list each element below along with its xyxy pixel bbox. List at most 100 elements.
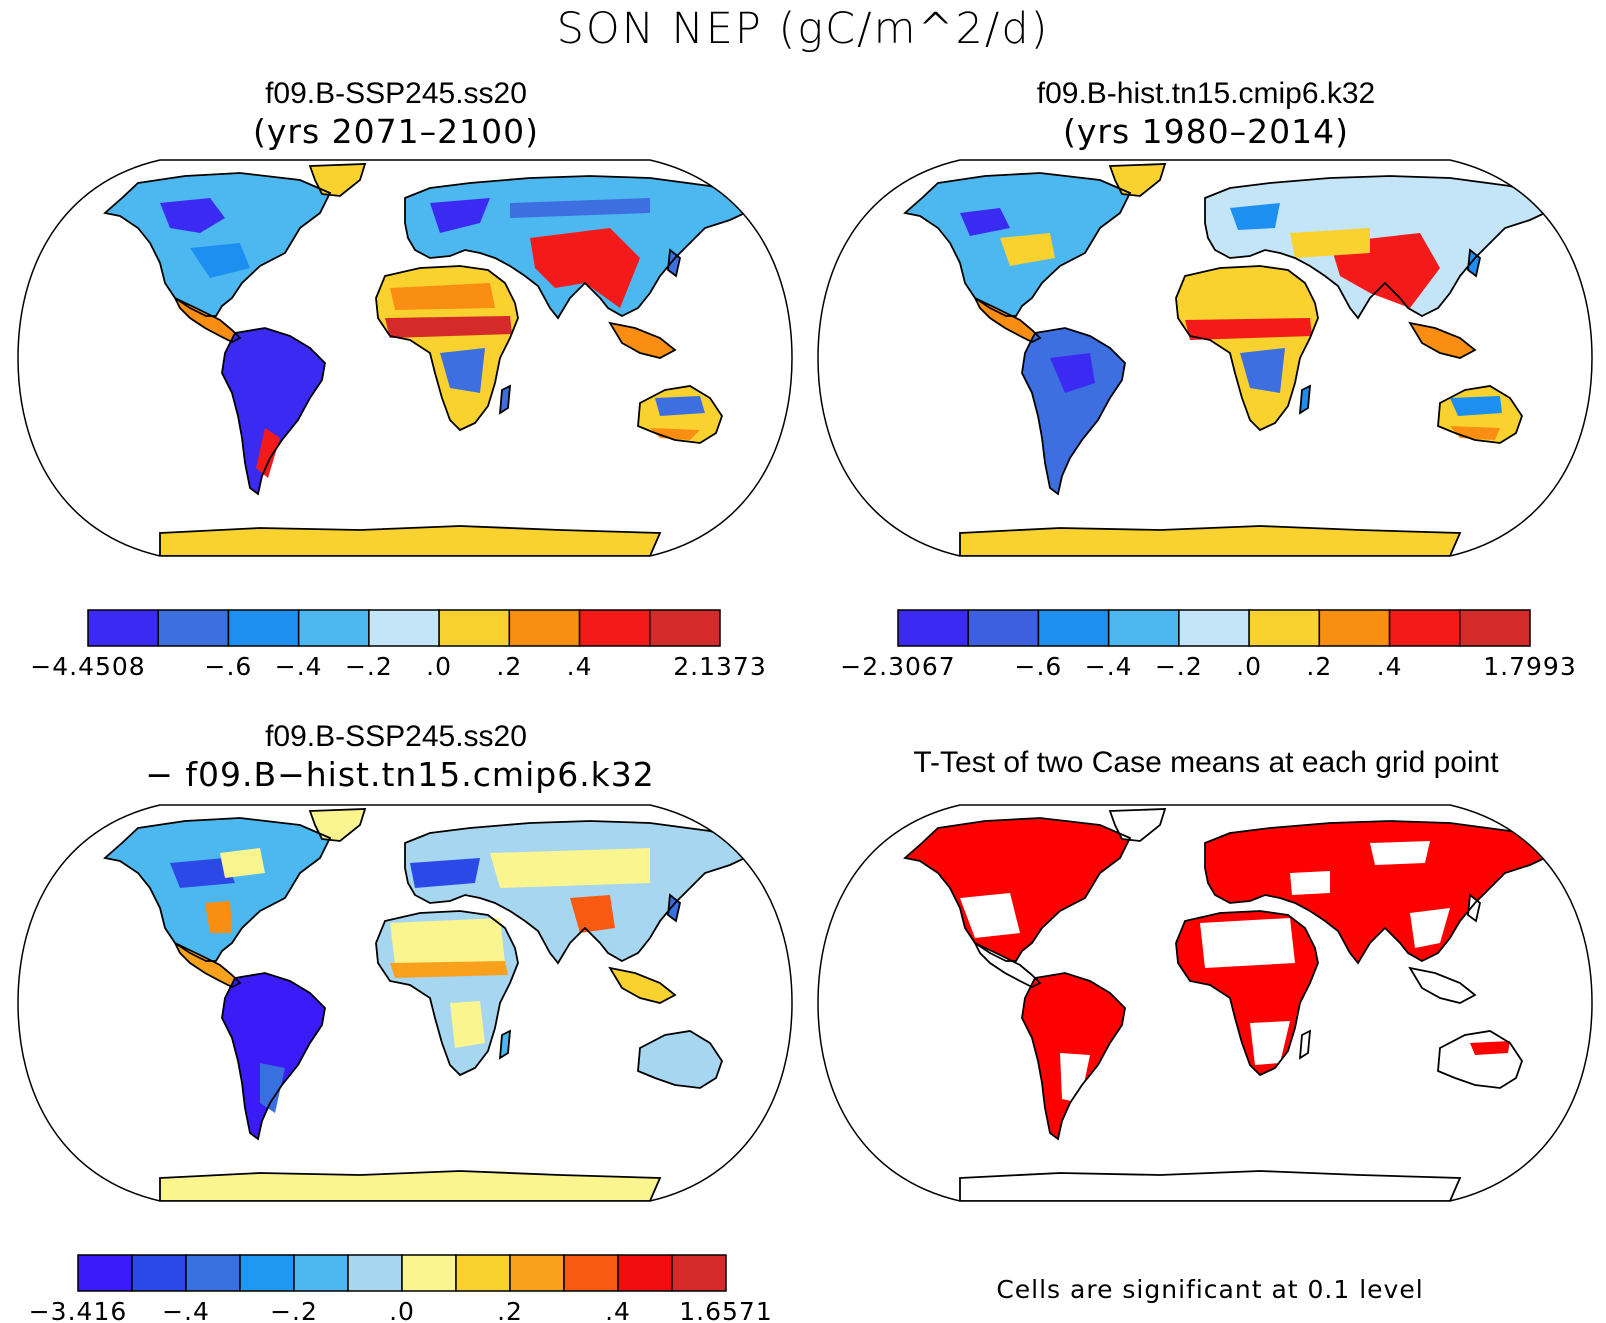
colorbar-box xyxy=(1388,609,1461,647)
coastline-europe_asia xyxy=(1204,175,1552,320)
coastline-antarctica xyxy=(159,1170,662,1201)
field-region xyxy=(1000,233,1055,266)
significance-note: Cells are significant at 0.1 level xyxy=(996,1275,1424,1304)
coastline-samerica xyxy=(1021,327,1126,496)
continent-antarctica xyxy=(960,526,1460,556)
colorbar-tick-label: −.6 xyxy=(1015,652,1063,681)
continent-seasia xyxy=(610,323,675,358)
colorbar-box xyxy=(401,1254,457,1292)
field-region xyxy=(205,901,232,933)
continent-namerica xyxy=(105,818,330,961)
coastline-europe_asia xyxy=(404,820,752,965)
map-border xyxy=(817,804,1593,1202)
field-region xyxy=(960,208,1010,236)
colorbar-tick-label: 1.6571 xyxy=(679,1297,772,1323)
field-region xyxy=(410,858,480,888)
field-region xyxy=(655,396,705,416)
colorbar-box xyxy=(368,609,440,647)
colorbar-tick-label: .4 xyxy=(567,652,593,681)
colorbar-tick-label: −.2 xyxy=(270,1297,318,1323)
colorbar-box xyxy=(1037,609,1110,647)
colorbar-tick-label: −.4 xyxy=(162,1297,210,1323)
continent-antarctica xyxy=(160,1171,660,1201)
field-region xyxy=(1250,1021,1290,1065)
panel-3-title: f09.B-SSP245.ss20 xyxy=(265,720,527,753)
field-region xyxy=(570,895,615,933)
coastline-australia xyxy=(637,1030,723,1089)
panel-2-title: f09.B-hist.tn15.cmip6.k32 xyxy=(1036,77,1376,110)
field-region xyxy=(190,243,250,278)
coastline-samerica xyxy=(221,327,326,496)
continent-greenland xyxy=(310,164,365,196)
colorbar-box xyxy=(671,1254,727,1292)
coastline-namerica xyxy=(103,172,332,317)
continent-europe_asia xyxy=(1205,821,1550,963)
colorbar-tick-label: .2 xyxy=(496,652,522,681)
continent-seasia xyxy=(1410,968,1475,1003)
coastline-australia xyxy=(1437,1030,1523,1089)
continent-australia xyxy=(638,1031,722,1088)
page-title: SON NEP (gC/m^2/d) xyxy=(556,4,1050,54)
colorbar-tick-label: −.6 xyxy=(205,652,253,681)
colorbar-tick-label: −.4 xyxy=(1085,652,1133,681)
coastline-camerica xyxy=(173,296,242,344)
colorbar-box xyxy=(293,1254,349,1292)
field-region xyxy=(390,283,495,310)
coastline-africa xyxy=(375,265,519,432)
panel-1-subtitle: (yrs 2071–2100) xyxy=(253,112,539,151)
coastline-madagascar xyxy=(498,1029,512,1060)
colorbar-box xyxy=(1107,609,1180,647)
field-region xyxy=(650,428,700,440)
colorbar-tick-label: .0 xyxy=(389,1297,415,1323)
field-region xyxy=(1290,228,1370,258)
map-border xyxy=(17,159,793,557)
continent-antarctica xyxy=(960,1171,1460,1201)
field-region xyxy=(170,858,235,888)
coastline-madagascar xyxy=(1298,384,1312,415)
continent-greenland xyxy=(310,809,365,841)
colorbar-box xyxy=(455,1254,511,1292)
colorbar-box xyxy=(157,609,230,647)
coastline-antarctica xyxy=(959,525,1462,556)
panel-1-title: f09.B-SSP245.ss20 xyxy=(265,77,527,110)
colorbar-box xyxy=(1178,609,1250,647)
coastline-namerica xyxy=(903,817,1132,962)
coastline-madagascar xyxy=(498,384,512,415)
colorbar-tick-label: −.2 xyxy=(1155,652,1203,681)
field-region xyxy=(960,893,1020,938)
colorbar-box xyxy=(897,609,969,647)
colorbar-tick-label: −.4 xyxy=(275,652,323,681)
continent-antarctica xyxy=(160,526,660,556)
colorbar-hist: −2.3067 −.6 −.4 −.2 .0 .2 .4 1.7993 xyxy=(840,609,1576,681)
colorbar-ssp245: −4.4508 −.6 −.4 −.2 .0 .2 .4 2.1373 xyxy=(30,609,766,681)
colorbar-box xyxy=(1459,609,1531,647)
coastline-camerica xyxy=(973,941,1042,989)
field-region xyxy=(430,198,490,233)
colorbar-box xyxy=(578,609,651,647)
coastline-europe_asia xyxy=(1204,820,1552,965)
field-region xyxy=(260,1063,285,1113)
panel-2-subtitle: (yrs 1980–2014) xyxy=(1063,112,1349,151)
continent-seasia xyxy=(610,968,675,1003)
colorbar-box xyxy=(509,1254,565,1292)
field-region xyxy=(248,343,310,398)
colorbar-tick-label: .0 xyxy=(426,652,452,681)
colorbar-box xyxy=(297,609,370,647)
colorbar-tick-label: .2 xyxy=(497,1297,523,1323)
field-region xyxy=(510,198,650,218)
colorbar-box xyxy=(649,609,721,647)
coastline-greenland xyxy=(308,808,367,842)
panel-4-title: T-Test of two Case means at each grid po… xyxy=(913,746,1499,779)
coastline-greenland xyxy=(1108,808,1167,842)
colorbar-diff: −3.416 −.4 −.2 .0 .2 .4 1.6571 xyxy=(29,1254,772,1323)
coastline-europe_asia xyxy=(404,175,752,320)
coastline-africa xyxy=(375,910,519,1077)
field-region xyxy=(1060,1053,1090,1103)
colorbar-box xyxy=(967,609,1040,647)
colorbar-tick-label: .4 xyxy=(605,1297,631,1323)
colorbar-box xyxy=(508,609,581,647)
land-ssp245 xyxy=(103,163,752,556)
colorbar-tick-label: .0 xyxy=(1236,652,1262,681)
coastline-greenland xyxy=(308,163,367,197)
field-region xyxy=(1470,1041,1510,1055)
